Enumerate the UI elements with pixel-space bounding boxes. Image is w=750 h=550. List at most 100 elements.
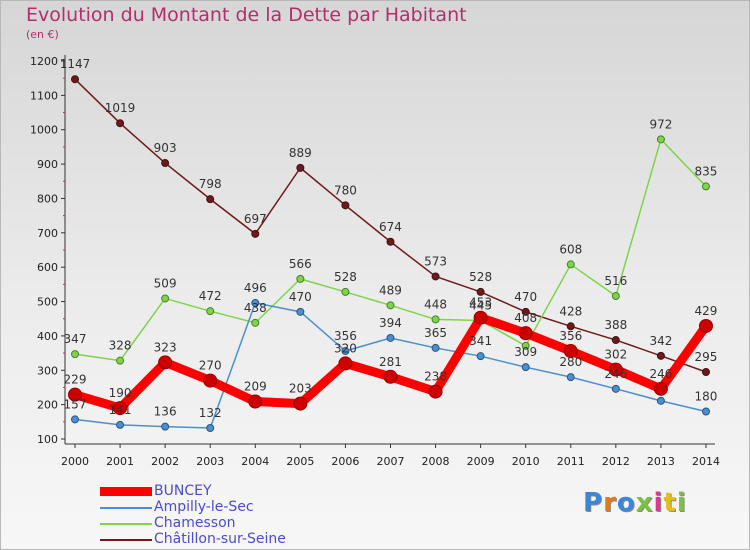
data-label: 341 [469, 334, 492, 348]
logo-letter: i [653, 488, 664, 518]
x-tick-label: 2013 [647, 455, 675, 468]
data-point [251, 298, 260, 307]
data-label: 342 [649, 334, 672, 348]
data-point [701, 407, 710, 416]
data-point [71, 75, 79, 84]
data-point [521, 307, 530, 316]
data-label: 697 [244, 212, 267, 226]
data-point [701, 182, 710, 191]
data-label: 136 [154, 405, 177, 419]
x-tick-label: 2007 [376, 455, 404, 468]
data-point [341, 347, 350, 356]
data-point [113, 401, 128, 416]
y-tick-label: 200 [37, 399, 58, 412]
data-point [251, 318, 260, 327]
y-tick-label: 1100 [30, 89, 58, 102]
legend-label: Chamesson [154, 515, 236, 531]
data-label: 448 [424, 297, 447, 311]
x-tick-label: 2005 [286, 455, 314, 468]
data-point [386, 301, 395, 310]
data-label: 429 [695, 304, 718, 318]
x-tick-label: 2010 [512, 455, 540, 468]
chart-title: Evolution du Montant de la Dette par Hab… [26, 4, 467, 26]
data-point [116, 356, 125, 365]
logo-letter: i [676, 488, 687, 518]
x-tick-label: 2000 [61, 455, 89, 468]
x-tick-label: 2002 [151, 455, 179, 468]
y-tick-label: 100 [37, 433, 58, 446]
legend-label: Châtillon-sur-Seine [154, 531, 286, 547]
legend-label: BUNCEY [154, 483, 212, 499]
data-label: 489 [379, 283, 402, 297]
y-tick-label: 1000 [30, 124, 58, 137]
data-point [206, 307, 215, 316]
data-point [161, 159, 170, 168]
data-point [338, 356, 353, 371]
y-tick-label: 1200 [30, 55, 58, 68]
data-point [521, 341, 530, 350]
data-point [656, 135, 665, 144]
x-tick-label: 2001 [106, 455, 134, 468]
data-label: 470 [289, 290, 312, 304]
data-label: 190 [109, 386, 132, 400]
data-label: 203 [289, 382, 312, 396]
data-label: 347 [64, 332, 87, 346]
data-label: 356 [559, 329, 582, 343]
chart-subtitle: (en €) [26, 28, 59, 41]
data-label: 408 [514, 311, 537, 325]
data-label: 428 [559, 304, 582, 318]
y-tick-label: 500 [37, 296, 58, 309]
data-point [116, 119, 125, 128]
data-label: 472 [199, 289, 222, 303]
data-point [431, 272, 440, 281]
data-label: 528 [334, 270, 357, 284]
data-point [431, 343, 440, 352]
data-point [521, 363, 530, 372]
data-label: 238 [424, 370, 447, 384]
data-point [431, 315, 440, 324]
x-tick-label: 2003 [196, 455, 224, 468]
data-label: 280 [559, 355, 582, 369]
data-label: 509 [154, 276, 177, 290]
data-point [251, 229, 260, 238]
data-label: 302 [604, 348, 627, 362]
data-point [161, 422, 170, 431]
data-label: 229 [64, 373, 87, 387]
data-point [206, 195, 215, 204]
x-tick-label: 2009 [467, 455, 495, 468]
data-label: 388 [604, 318, 627, 332]
y-tick-label: 900 [37, 158, 58, 171]
data-label: 180 [695, 390, 718, 404]
data-point [68, 387, 82, 402]
data-point [383, 369, 398, 384]
x-tick-label: 2008 [422, 455, 450, 468]
data-label: 516 [604, 274, 627, 288]
data-point [656, 396, 665, 405]
data-label: 438 [244, 301, 267, 315]
data-point [248, 394, 263, 409]
data-point [611, 336, 620, 345]
data-point [386, 237, 395, 246]
data-label: 496 [244, 281, 267, 295]
data-label: 780 [334, 183, 357, 197]
data-point [608, 362, 623, 377]
legend-item: Ampilly-le-Sec [100, 499, 360, 516]
x-tick-label: 2014 [692, 455, 720, 468]
legend-swatch [100, 539, 152, 541]
data-label: 356 [334, 329, 357, 343]
data-point [566, 373, 575, 382]
data-point [206, 424, 215, 433]
data-point [653, 381, 668, 396]
data-point [161, 294, 170, 303]
data-point [386, 333, 395, 342]
data-label: 835 [695, 164, 718, 178]
logo-letter: x [635, 488, 654, 518]
data-label: 674 [379, 220, 402, 234]
data-label: 1019 [105, 101, 136, 115]
proxiti-logo: Proxiti [583, 488, 687, 518]
data-point [341, 201, 350, 210]
data-point [563, 344, 578, 359]
data-label: 246 [604, 367, 627, 381]
logo-letter: o [616, 488, 636, 518]
